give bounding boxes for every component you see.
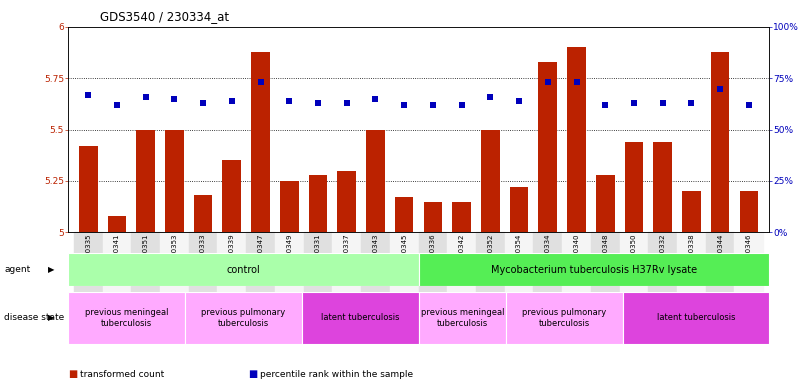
Bar bbox=[332, 232, 361, 325]
Point bbox=[225, 98, 238, 104]
Text: ▶: ▶ bbox=[48, 265, 54, 274]
Point bbox=[714, 85, 727, 91]
Bar bbox=[185, 292, 302, 344]
Text: previous meningeal
tuberculosis: previous meningeal tuberculosis bbox=[421, 308, 504, 328]
Point bbox=[685, 100, 698, 106]
Point bbox=[599, 102, 612, 108]
Text: ■: ■ bbox=[248, 369, 258, 379]
Bar bbox=[710, 51, 730, 232]
Bar bbox=[562, 232, 591, 325]
Text: previous meningeal
tuberculosis: previous meningeal tuberculosis bbox=[85, 308, 168, 328]
Bar bbox=[395, 197, 413, 232]
Text: agent: agent bbox=[4, 265, 30, 274]
Point bbox=[541, 79, 554, 85]
Bar bbox=[447, 232, 476, 325]
Bar bbox=[280, 181, 299, 232]
Bar bbox=[366, 129, 384, 232]
Bar bbox=[68, 292, 185, 344]
Bar bbox=[506, 292, 623, 344]
Bar bbox=[68, 253, 418, 286]
Bar bbox=[103, 232, 131, 325]
Point bbox=[197, 100, 210, 106]
Bar bbox=[302, 292, 418, 344]
Point bbox=[513, 98, 525, 104]
Bar bbox=[476, 232, 505, 325]
Point bbox=[426, 102, 439, 108]
Bar bbox=[739, 191, 759, 232]
Point bbox=[111, 102, 123, 108]
Bar bbox=[453, 202, 471, 232]
Text: ■: ■ bbox=[68, 369, 78, 379]
Bar bbox=[591, 232, 620, 325]
Bar bbox=[74, 232, 103, 325]
Point bbox=[484, 94, 497, 100]
Bar bbox=[304, 232, 332, 325]
Bar bbox=[735, 232, 763, 325]
Bar bbox=[337, 170, 356, 232]
Bar bbox=[538, 62, 557, 232]
Bar bbox=[160, 232, 189, 325]
Text: transformed count: transformed count bbox=[80, 370, 164, 379]
Text: previous pulmonary
tuberculosis: previous pulmonary tuberculosis bbox=[201, 308, 285, 328]
Text: latent tuberculosis: latent tuberculosis bbox=[657, 313, 735, 322]
Bar bbox=[623, 292, 769, 344]
Bar bbox=[78, 146, 98, 232]
Bar bbox=[131, 232, 160, 325]
Bar bbox=[654, 142, 672, 232]
Bar bbox=[567, 47, 586, 232]
Text: GDS3540 / 230334_at: GDS3540 / 230334_at bbox=[100, 10, 229, 23]
Bar bbox=[533, 232, 562, 325]
Bar bbox=[648, 232, 677, 325]
Bar bbox=[682, 191, 701, 232]
Bar bbox=[246, 232, 275, 325]
Bar bbox=[418, 232, 447, 325]
Bar bbox=[677, 232, 706, 325]
Point bbox=[82, 92, 95, 98]
Bar bbox=[620, 232, 648, 325]
Bar bbox=[418, 253, 769, 286]
Point bbox=[369, 96, 382, 102]
Text: control: control bbox=[227, 265, 260, 275]
Point bbox=[312, 100, 324, 106]
Text: Mycobacterium tuberculosis H37Rv lysate: Mycobacterium tuberculosis H37Rv lysate bbox=[491, 265, 697, 275]
Bar bbox=[107, 216, 127, 232]
Bar bbox=[625, 142, 643, 232]
Bar bbox=[223, 161, 241, 232]
Bar bbox=[509, 187, 529, 232]
Bar bbox=[165, 129, 183, 232]
Bar bbox=[217, 232, 246, 325]
Point bbox=[283, 98, 296, 104]
Point bbox=[139, 94, 152, 100]
Bar bbox=[252, 51, 270, 232]
Point bbox=[570, 79, 583, 85]
Bar bbox=[308, 175, 328, 232]
Bar bbox=[418, 292, 506, 344]
Text: ▶: ▶ bbox=[48, 313, 54, 322]
Bar bbox=[136, 129, 155, 232]
Bar bbox=[596, 175, 614, 232]
Text: latent tuberculosis: latent tuberculosis bbox=[321, 313, 400, 322]
Point bbox=[398, 102, 411, 108]
Point bbox=[254, 79, 267, 85]
Point bbox=[168, 96, 181, 102]
Text: disease state: disease state bbox=[4, 313, 64, 322]
Bar bbox=[361, 232, 390, 325]
Point bbox=[656, 100, 669, 106]
Bar bbox=[390, 232, 418, 325]
Bar bbox=[275, 232, 304, 325]
Bar bbox=[505, 232, 533, 325]
Point bbox=[340, 100, 353, 106]
Bar bbox=[194, 195, 212, 232]
Text: percentile rank within the sample: percentile rank within the sample bbox=[260, 370, 413, 379]
Bar bbox=[706, 232, 735, 325]
Point bbox=[627, 100, 640, 106]
Text: previous pulmonary
tuberculosis: previous pulmonary tuberculosis bbox=[522, 308, 606, 328]
Bar bbox=[189, 232, 217, 325]
Bar bbox=[481, 129, 500, 232]
Point bbox=[455, 102, 468, 108]
Point bbox=[743, 102, 755, 108]
Bar bbox=[424, 202, 442, 232]
